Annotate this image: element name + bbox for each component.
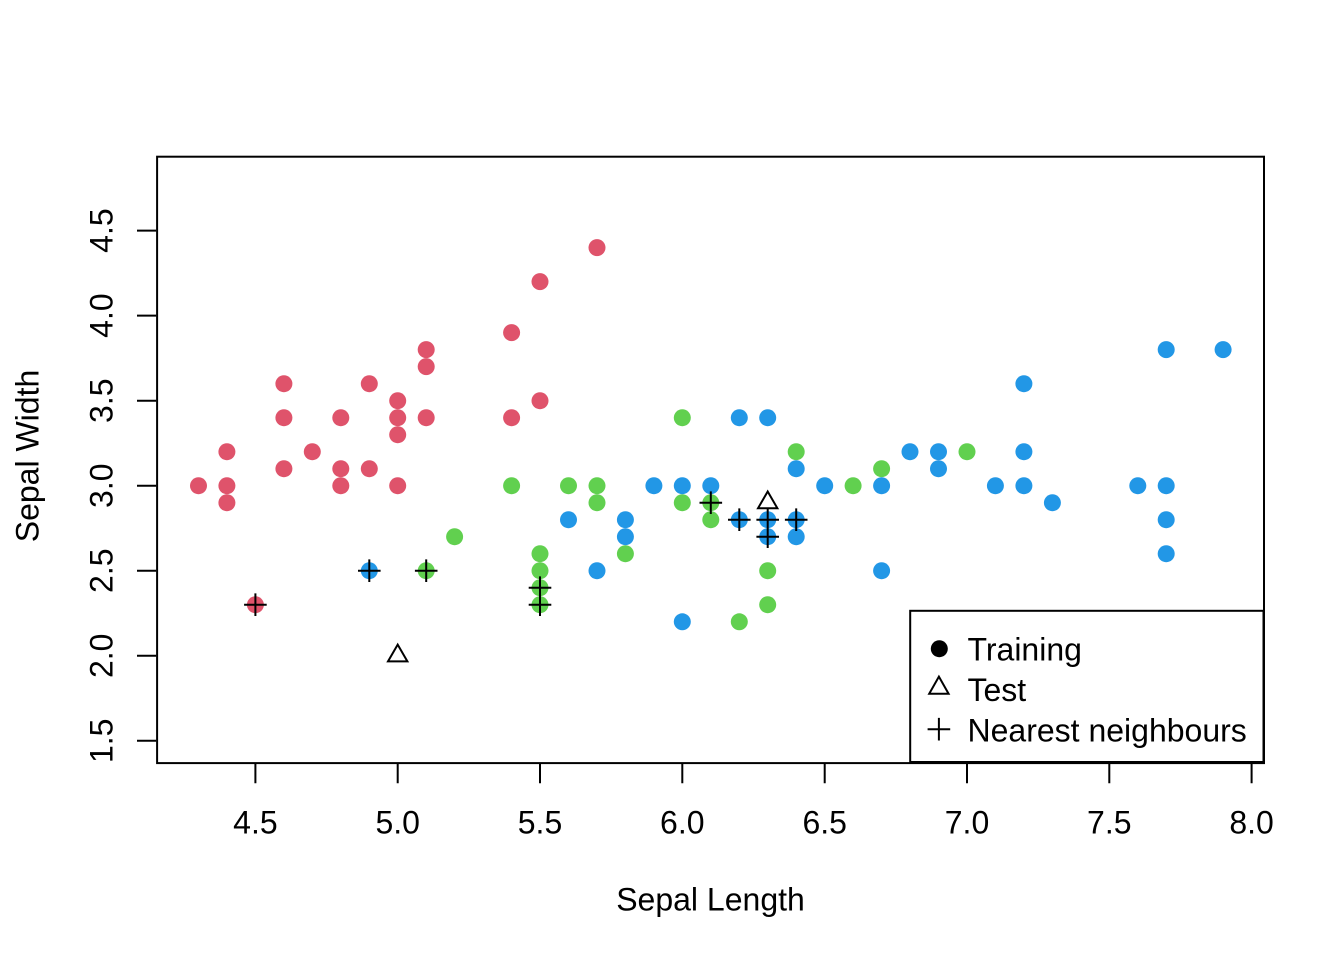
svg-text:4.5: 4.5 [84,208,120,252]
svg-text:4.0: 4.0 [84,293,120,337]
svg-text:2.0: 2.0 [84,634,120,678]
svg-text:6.5: 6.5 [802,805,846,841]
svg-text:6.0: 6.0 [660,805,704,841]
svg-text:5.5: 5.5 [518,805,562,841]
svg-text:7.0: 7.0 [945,805,989,841]
svg-text:3.0: 3.0 [84,463,120,507]
svg-text:4.5: 4.5 [233,805,277,841]
svg-text:Test: Test [968,672,1027,708]
svg-text:Sepal Width: Sepal Width [10,370,46,543]
svg-text:5.0: 5.0 [375,805,419,841]
svg-text:Training: Training [968,631,1082,667]
svg-text:7.5: 7.5 [1087,805,1131,841]
svg-text:Sepal Length: Sepal Length [616,881,805,917]
svg-text:Nearest neighbours: Nearest neighbours [968,712,1247,748]
svg-text:1.5: 1.5 [84,719,120,763]
svg-text:8.0: 8.0 [1229,805,1273,841]
svg-text:2.5: 2.5 [84,548,120,592]
svg-text:3.5: 3.5 [84,378,120,422]
